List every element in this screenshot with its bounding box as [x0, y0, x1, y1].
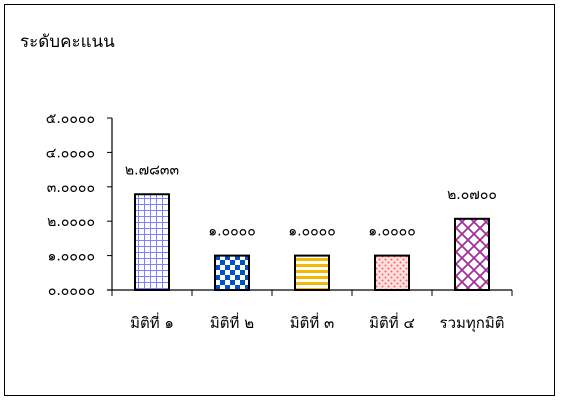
y-tick-label: ๑.๐๐๐๐: [47, 249, 95, 265]
chart-frame: [4, 4, 555, 396]
x-tick-label: มิติที่ ๓: [290, 312, 335, 332]
y-tick-label: ๒.๐๐๐๐: [47, 214, 95, 230]
x-tick-label: มิติที่ ๑: [130, 312, 174, 332]
bar: [294, 254, 330, 292]
data-label: ๑.๐๐๐๐: [208, 224, 256, 240]
bar: [134, 193, 170, 292]
data-label: ๒.๗๘๓๓: [125, 162, 179, 178]
data-label: ๑.๐๐๐๐: [288, 224, 336, 240]
y-tick-label: ๔.๐๐๐๐: [46, 145, 95, 161]
y-tick-label: ๓.๐๐๐๐: [47, 180, 95, 196]
x-tick-label: มิติที่ ๒: [210, 312, 254, 332]
bar: [454, 217, 490, 292]
data-label: ๑.๐๐๐๐: [368, 224, 416, 240]
x-tick-labels: มิติที่ ๑ มิติที่ ๒ มิติที่ ๓ มิติที่ ๔ รวมท…: [130, 312, 504, 333]
y-tick-label: ๐.๐๐๐๐: [48, 283, 95, 299]
y-axis: ๐.๐๐๐๐ ๑.๐๐๐๐ ๒.๐๐๐๐ ๓.๐๐๐๐ ๔.๐๐๐๐ ๕.๐๐๐๐: [46, 111, 113, 299]
bars: [134, 193, 490, 292]
bar: [374, 254, 410, 292]
chart-title: ระดับคะแนน: [20, 32, 115, 52]
x-tick-label: มิติที่ ๔: [369, 312, 415, 332]
data-label: ๒.๐๗๐๐: [447, 187, 497, 203]
y-tick-label: ๕.๐๐๐๐: [46, 111, 95, 127]
bar: [214, 254, 250, 292]
x-tick-label: รวมทุกมิติ: [440, 314, 505, 333]
